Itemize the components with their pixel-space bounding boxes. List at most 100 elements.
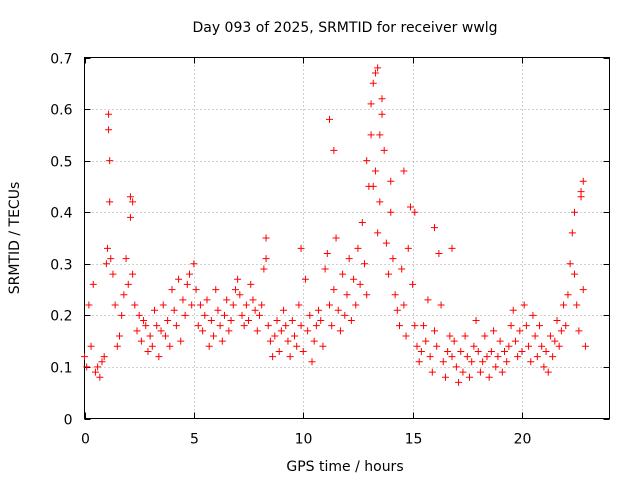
data-point bbox=[207, 317, 215, 325]
data-point bbox=[579, 286, 587, 294]
grid bbox=[84, 57, 610, 419]
data-point bbox=[229, 301, 237, 309]
data-point bbox=[367, 131, 375, 139]
data-point bbox=[166, 342, 174, 350]
data-point bbox=[102, 260, 110, 268]
data-point bbox=[424, 296, 432, 304]
data-point bbox=[393, 306, 401, 314]
data-point bbox=[271, 332, 279, 340]
data-point bbox=[411, 322, 419, 330]
data-point bbox=[433, 342, 441, 350]
data-point bbox=[87, 342, 95, 350]
data-point bbox=[308, 358, 316, 366]
x-tick-label: 5 bbox=[190, 432, 199, 448]
y-tick-label: 0.4 bbox=[50, 206, 72, 222]
data-point bbox=[551, 337, 559, 345]
data-point bbox=[129, 198, 137, 206]
data-point bbox=[514, 353, 522, 361]
data-point bbox=[522, 322, 530, 330]
data-point bbox=[542, 347, 550, 355]
data-point bbox=[557, 327, 565, 335]
data-point bbox=[415, 358, 423, 366]
data-point bbox=[89, 280, 97, 288]
data-point bbox=[483, 353, 491, 361]
data-point bbox=[529, 311, 537, 319]
data-point bbox=[124, 280, 132, 288]
data-point bbox=[96, 373, 104, 381]
data-point bbox=[258, 301, 266, 309]
data-point bbox=[391, 291, 399, 299]
data-point bbox=[579, 177, 587, 185]
data-point bbox=[413, 342, 421, 350]
data-point bbox=[247, 280, 255, 288]
data-point bbox=[374, 64, 382, 72]
data-point bbox=[450, 337, 458, 345]
data-point bbox=[317, 317, 325, 325]
data-point bbox=[463, 353, 471, 361]
data-point bbox=[444, 347, 452, 355]
data-point bbox=[457, 347, 465, 355]
data-point bbox=[140, 317, 148, 325]
data-point bbox=[161, 332, 169, 340]
data-point bbox=[216, 322, 224, 330]
data-point bbox=[339, 270, 347, 278]
data-point bbox=[326, 115, 333, 123]
data-point bbox=[378, 110, 386, 118]
data-point bbox=[411, 208, 419, 216]
data-point bbox=[406, 203, 414, 211]
data-point bbox=[153, 322, 161, 330]
data-point bbox=[236, 291, 244, 299]
data-point bbox=[91, 368, 99, 376]
data-point bbox=[361, 260, 368, 268]
data-point bbox=[356, 280, 364, 288]
data-point bbox=[498, 368, 506, 376]
data-point bbox=[105, 110, 113, 118]
data-point bbox=[452, 363, 460, 371]
data-point bbox=[544, 368, 552, 376]
data-point bbox=[323, 249, 331, 257]
data-point bbox=[269, 353, 277, 361]
data-point bbox=[144, 347, 152, 355]
data-point bbox=[256, 311, 263, 319]
data-point bbox=[396, 322, 403, 330]
data-point bbox=[358, 219, 366, 227]
data-point bbox=[334, 306, 342, 314]
data-point bbox=[288, 317, 296, 325]
y-tick-label: 0.7 bbox=[50, 52, 72, 68]
data-point bbox=[126, 193, 134, 201]
data-point bbox=[435, 249, 443, 257]
data-point bbox=[468, 358, 476, 366]
x-tick-label: 20 bbox=[514, 432, 532, 448]
y-tick-label: 0.6 bbox=[50, 103, 72, 119]
x-axis-label: GPS time / hours bbox=[286, 459, 403, 475]
data-point bbox=[205, 342, 213, 350]
data-point bbox=[148, 342, 156, 350]
data-point bbox=[277, 327, 285, 335]
data-point bbox=[448, 244, 456, 252]
data-point bbox=[175, 275, 183, 283]
data-point bbox=[387, 177, 395, 185]
data-point bbox=[566, 260, 574, 268]
data-point bbox=[251, 306, 259, 314]
data-point bbox=[546, 332, 554, 340]
data-point bbox=[260, 265, 268, 273]
data-point bbox=[240, 322, 248, 330]
data-point bbox=[505, 342, 513, 350]
data-point bbox=[385, 270, 393, 278]
data-point bbox=[487, 347, 495, 355]
data-point bbox=[170, 306, 178, 314]
data-point bbox=[422, 337, 430, 345]
data-point bbox=[321, 265, 329, 273]
data-point bbox=[183, 280, 191, 288]
data-point bbox=[426, 353, 434, 361]
data-point bbox=[382, 239, 390, 247]
data-point bbox=[501, 347, 508, 355]
data-point bbox=[371, 69, 379, 77]
data-point bbox=[431, 224, 438, 232]
data-point bbox=[509, 306, 517, 314]
data-point bbox=[420, 322, 428, 330]
data-point bbox=[137, 337, 145, 345]
data-point bbox=[371, 167, 379, 175]
y-tick-label: 0.5 bbox=[50, 155, 72, 171]
data-point bbox=[291, 332, 298, 340]
